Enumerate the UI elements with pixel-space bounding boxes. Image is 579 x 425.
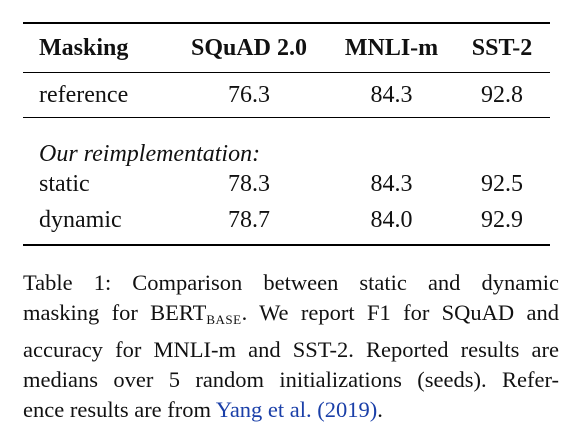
caption-text: ence results are from [23,397,216,422]
cell-sst: 92.5 [481,171,523,197]
table-caption: Table 1: Comparison between static and d… [23,268,559,425]
caption-line-3: accuracy for MNLI-m and SST-2. Reported … [23,337,559,362]
caption-text: . [377,397,383,422]
cell-sst: 92.9 [481,207,523,233]
cell-method: static [39,171,90,197]
citation-link[interactable]: Yang et al. (2019) [215,397,378,422]
header-sst: SST-2 [471,35,533,61]
caption-text: masking for BERT [23,300,207,325]
table-row-dynamic: dynamic 78.7 84.0 92.9 [23,202,550,245]
caption-line-5: ence results are from Yang et al. (2019)… [23,395,559,425]
cell-squad: 78.7 [228,207,270,233]
cell-squad: 76.3 [228,82,270,108]
results-table: Masking SQuAD 2.0 MNLI-m SST-2 reference… [23,22,550,246]
cell-method: dynamic [39,207,122,233]
bert-base-subscript: BASE [206,312,242,327]
caption-line-4: medians over 5 random initializations (s… [23,367,559,392]
table-section-row: Our reimplementation: [23,117,550,167]
caption-text: . We report F1 for SQuAD and [241,300,559,325]
table-header-row: Masking SQuAD 2.0 MNLI-m SST-2 [23,23,550,73]
section-label: Our reimplementation: [39,141,261,167]
header-mnli: MNLI-m [344,35,439,61]
results-table-container: Masking SQuAD 2.0 MNLI-m SST-2 reference… [23,22,550,246]
cell-method: reference [39,82,129,108]
header-masking: Masking [39,35,129,61]
cell-sst: 92.8 [481,82,523,108]
header-squad: SQuAD 2.0 [190,35,308,61]
table-row-static: static 78.3 84.3 92.5 [23,166,550,202]
cell-mnli: 84.0 [370,207,413,233]
table-row-reference: reference 76.3 84.3 92.8 [23,72,550,118]
caption-line-1: Table 1: Comparison between static and d… [23,270,559,295]
caption-line-2: masking for BERTBASE. We report F1 for S… [23,298,559,335]
cell-squad: 78.3 [228,171,270,197]
cell-mnli: 84.3 [370,82,413,108]
cell-mnli: 84.3 [370,171,413,197]
